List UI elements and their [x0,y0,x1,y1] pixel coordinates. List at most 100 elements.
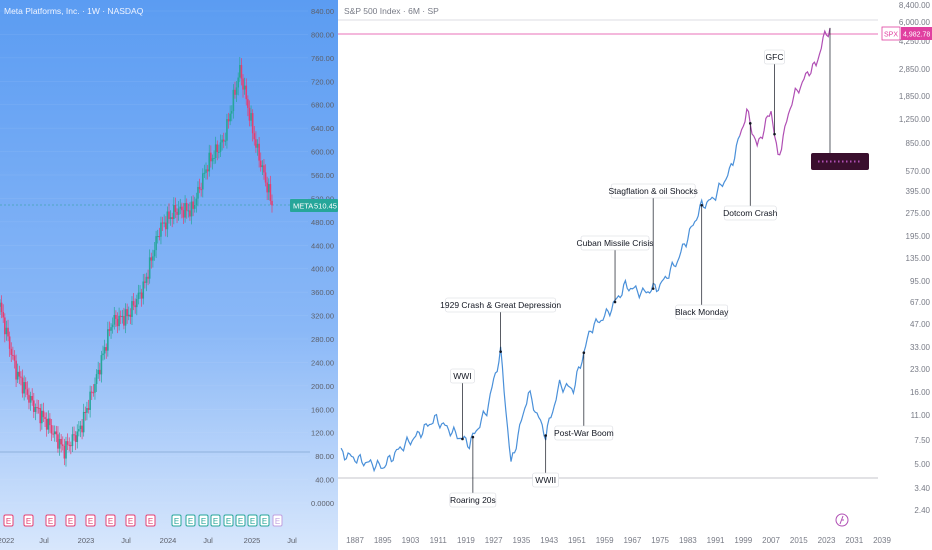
meta-earnings-marker[interactable] [45,514,56,527]
spx-price-tick: 195.00 [906,232,931,241]
meta-candle-body [52,433,54,435]
meta-price-tick: 400.00 [311,265,334,274]
meta-earnings-marker[interactable] [125,514,136,527]
meta-candle-body [255,139,257,148]
spx-price-badge: SPX 4,982.78 [881,26,932,41]
meta-candle-body [144,281,146,283]
meta-candle-body [32,400,35,412]
meta-candle-body [102,353,104,356]
meta-earnings-marker[interactable] [247,514,258,527]
meta-candle-body [148,257,151,279]
spx-price-tick: 3.40 [914,484,930,493]
meta-candle-body [107,329,109,351]
meta-candle-body [206,169,209,172]
spx-annotation-box[interactable] [445,297,556,313]
meta-earnings-marker[interactable] [65,514,76,527]
meta-price-tick: 640.00 [311,124,334,133]
meta-symbol-title: Meta Platforms, Inc. · 1W · NASDAQ [4,6,144,16]
spx-badge-symbol: SPX [884,32,898,39]
meta-chart-panel[interactable]: 840.00 800.00 760.00 720.00 680.00 640.00 600.… [0,0,338,550]
spx-annotation-box[interactable] [610,183,696,199]
meta-candle-body [185,203,188,211]
spx-annotation-box[interactable] [723,205,777,221]
spx-annotation-box[interactable] [449,492,497,508]
spx-chart[interactable]: WWI Roaring 20s 1929 Crash & Great Depress… [338,0,932,550]
meta-candle-body [34,407,37,412]
meta-earnings-marker[interactable] [105,514,116,527]
spx-annotation-label: Roaring 20s [450,495,496,505]
spx-price-tick: 570.00 [906,167,931,176]
spx-annotation-label: Post-War Boom [554,428,614,438]
spx-price-tick: 2,850.00 [899,65,931,74]
meta-earnings-marker[interactable] [259,514,270,527]
spx-badge-value: 4,982.78 [903,32,930,39]
meta-candle-body [18,371,21,377]
meta-candle-body [174,204,177,212]
meta-candle-body [150,257,153,261]
meta-time-tick: Jul [287,536,297,545]
spx-annotation-box[interactable] [764,49,785,65]
meta-candle-body [92,392,95,394]
meta-candle-body [8,336,11,349]
spx-annotation-box[interactable] [450,368,475,384]
spx-emblem-icon[interactable] [835,513,849,527]
spx-annotation-box[interactable] [532,472,559,488]
meta-earnings-marker-letter: E [68,517,73,526]
meta-earnings-marker[interactable] [185,514,196,527]
spx-annotation-box[interactable] [675,304,729,320]
meta-earnings-marker-letter: E [238,517,243,526]
spx-time-tick: 1959 [596,536,614,545]
spx-price-tick: 67.00 [910,298,931,307]
meta-earnings-marker[interactable] [223,514,234,527]
meta-earnings-marker[interactable] [85,514,96,527]
meta-earnings-marker[interactable] [23,514,34,527]
meta-candle-body [193,205,196,209]
meta-candle-body [111,324,114,328]
meta-candle-body [195,198,198,206]
meta-candle-body [55,431,58,435]
meta-earnings-marker[interactable] [235,514,246,527]
meta-earnings-marker[interactable] [171,514,182,527]
meta-candle-body [198,186,201,190]
meta-candle-body [74,435,77,442]
meta-candle-body [129,314,132,317]
spx-price-tick: 5.00 [914,460,930,469]
meta-earnings-marker[interactable] [145,514,156,527]
meta-candle-body [97,369,99,375]
meta-candle-body [26,389,29,395]
meta-time-tick: 2024 [160,536,177,545]
meta-candle-body [60,438,62,445]
meta-earnings-marker[interactable] [272,514,283,527]
meta-candle-body [211,158,214,162]
meta-candle-body [173,204,175,220]
meta-candle-body [168,211,170,219]
meta-candle-body [224,140,227,142]
meta-candle-body [57,434,59,449]
meta-time-tick: 2023 [78,536,95,545]
meta-candle-body [243,85,246,90]
spx-time-tick: 1983 [679,536,697,545]
meta-candle-body [164,222,167,230]
meta-candle-body [184,203,186,218]
spx-price-tick: 23.00 [910,365,931,374]
meta-candle-body [42,410,45,418]
meta-chart[interactable]: 840.00 800.00 760.00 720.00 680.00 640.00 600.… [0,0,338,550]
meta-earnings-marker[interactable] [3,514,14,527]
spx-annotation-label: Stagflation & oil Shocks [609,186,698,196]
spx-annotation-label: Black Monday [675,307,729,317]
meta-earnings-marker[interactable] [210,514,221,527]
spx-time-tick: 1975 [651,536,669,545]
meta-candle-body [205,169,207,173]
spx-chart-panel[interactable]: WWI Roaring 20s 1929 Crash & Great Depress… [338,0,932,550]
meta-candle-body [176,211,178,215]
meta-candle-body [16,371,19,380]
meta-candle-body [90,391,93,393]
spx-annotation-box[interactable] [580,235,650,251]
meta-candle-body [103,347,106,354]
meta-candle-body [269,184,272,201]
meta-earnings-marker[interactable] [198,514,209,527]
spx-annotation-box[interactable] [554,425,614,441]
spx-time-tick: 1919 [457,536,475,545]
meta-candle-body [119,315,122,317]
meta-candle-body [258,143,260,161]
